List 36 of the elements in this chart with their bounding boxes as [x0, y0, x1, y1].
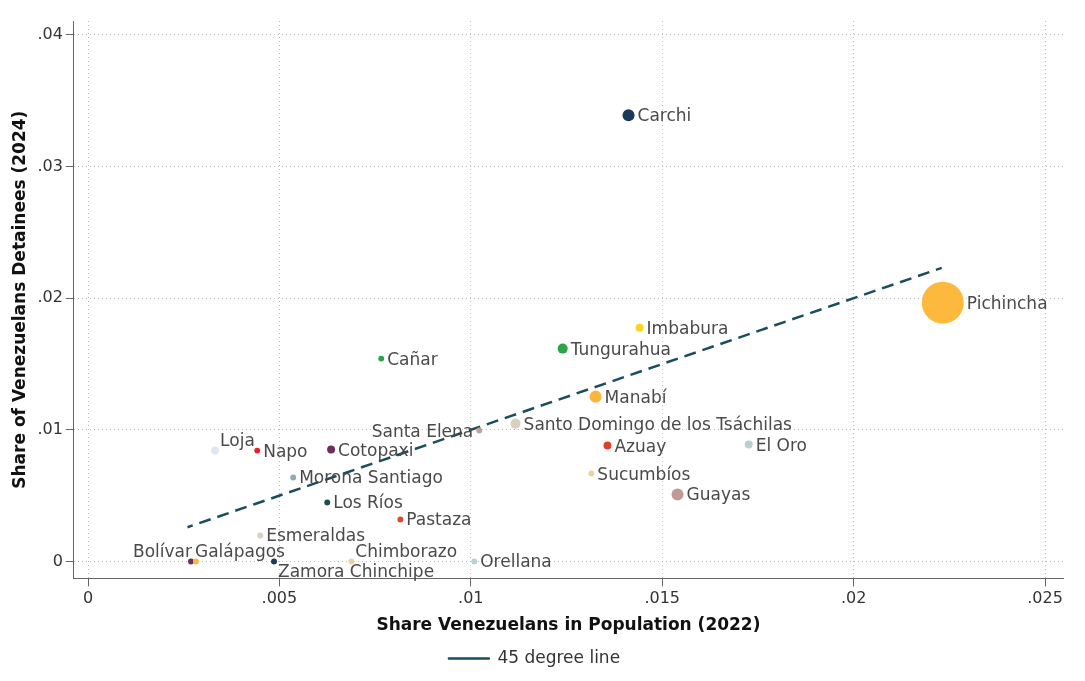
- legend-label: 45 degree line: [497, 646, 621, 667]
- x-axis-title: Share Venezuelans in Population (2022): [376, 614, 761, 635]
- x-tick-label: .01: [458, 588, 484, 608]
- x-tick-label: .015: [644, 588, 681, 608]
- annotation: Guayas: [686, 484, 751, 505]
- annotation: El Oro: [755, 434, 807, 455]
- annotation: Carchi: [637, 105, 692, 126]
- y-tick-label: .02: [37, 287, 63, 307]
- annotation: Orellana: [480, 551, 552, 572]
- y-tick-label: .04: [37, 24, 63, 44]
- annotation: Los Ríos: [333, 492, 403, 513]
- annotation: Azuay: [614, 435, 667, 456]
- annotation: Imbabura: [646, 317, 729, 338]
- annotation: Santo Domingo de los Tsáchilas: [523, 413, 793, 434]
- annotation: Galápagos: [194, 541, 286, 562]
- annotation: Cotopaxi: [338, 439, 414, 460]
- annotation: Zamora Chinchipe: [278, 561, 435, 582]
- annotation: Cañar: [387, 348, 438, 369]
- y-tick-label: .03: [37, 155, 63, 175]
- x-tick-label: .025: [1027, 588, 1063, 608]
- x-tick-label: .005: [261, 588, 298, 608]
- annotation: Pastaza: [406, 509, 472, 530]
- annotation: Chimborazo: [355, 541, 458, 562]
- annotation: Pichincha: [966, 292, 1048, 313]
- annotation: Sucumbíos: [597, 463, 691, 484]
- y-axis-title: Share of Venezuelans Detainees (2024): [8, 110, 29, 489]
- annotation: Napo: [263, 440, 308, 461]
- annotation: Santa Elena: [371, 420, 474, 441]
- annotation: Loja: [220, 429, 255, 450]
- annotation: Bolívar: [133, 541, 192, 562]
- y-tick-label: 0: [52, 550, 63, 570]
- x-tick-label: .02: [840, 588, 867, 608]
- annotation: Manabí: [604, 386, 668, 407]
- annotation: Tungurahua: [569, 338, 671, 359]
- x-tick-label: 0: [82, 588, 94, 608]
- y-tick-label: .01: [37, 418, 63, 438]
